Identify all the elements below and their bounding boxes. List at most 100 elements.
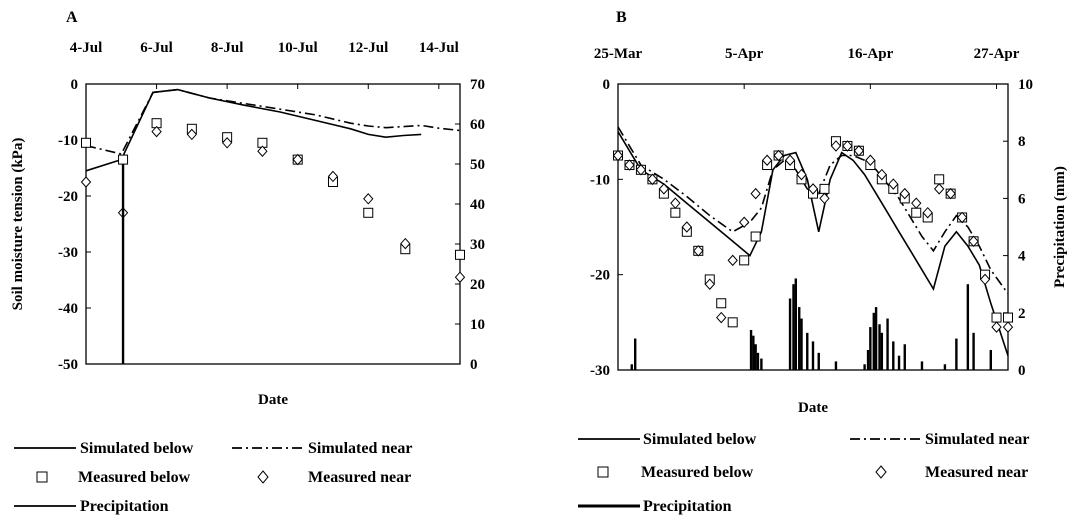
panel-b-y2-tick-label: 0 (1018, 363, 1026, 379)
legend-a-measured-below-label: Measured below (78, 469, 191, 486)
panel-b-measured-near-point (945, 187, 956, 200)
panel-b-simulated-below-line (617, 131, 1009, 356)
panel-a-simulated-below-line (85, 88, 422, 172)
panel-a-y-tick-label: 0 (71, 77, 79, 93)
panel-a-y2-tick-label: 50 (470, 157, 485, 173)
panel-a-measured-below-point (363, 207, 374, 218)
panel-b-y-tick-label: 0 (603, 77, 611, 93)
panel-b-measured-near-point (922, 206, 933, 219)
panel-a-measured-near-point (80, 176, 92, 188)
panel-b-precipitation-bar (792, 284, 795, 370)
panel-b-measured-near-point (681, 221, 692, 233)
panel-b-precipitation-bar (834, 361, 838, 370)
panel-b-measured-near-point (899, 187, 910, 200)
panel-b-measured-near-point (853, 144, 865, 157)
panel-b-measured-below-point (716, 298, 727, 309)
panel-a-y-tick-label: -10 (58, 133, 78, 149)
panel-b-precipitation-bar (878, 324, 881, 370)
panel-b-measured-near-point (979, 273, 991, 286)
panel-b-precipitation-bar (886, 318, 889, 370)
panel-b-precipitation-bar (749, 329, 753, 370)
panel-b-measured-near-point (830, 140, 842, 152)
panel-a-x-axis-title: Date (258, 392, 288, 408)
panel-b-x-axis-title: Date (798, 400, 828, 416)
panel-b-measured-near-point (670, 197, 681, 209)
panel-a-measured-near-point (363, 193, 374, 205)
panel-a-x-tick-label: 10-Jul (278, 40, 318, 56)
panel-b-precipitation-bar (874, 307, 878, 370)
panel-b-measured-near-point (819, 192, 830, 205)
panel-a-x-tick-label: 12-Jul (348, 40, 388, 56)
panel-b-precipitation-bar (943, 364, 947, 370)
panel-a-measured-near-point (257, 145, 268, 157)
panel-a-plot-frame (85, 83, 461, 365)
panel-a-y-tick-label: -20 (58, 189, 78, 205)
legend-b-simulated-near-label: Simulated near (925, 431, 1029, 448)
panel-b-measured-near-point (658, 183, 670, 195)
panel-b-y2-tick-label: 8 (1018, 134, 1026, 150)
panel-b-measured-near-point (911, 197, 922, 209)
panel-b-measured-below-point (991, 312, 1002, 323)
panel-b-x-tick-label: 16-Apr (847, 46, 893, 62)
panel-a-y-axis-title: Soil moisture tension (kPa) (10, 138, 26, 311)
panel-a-y2-tick-label: 20 (470, 277, 485, 293)
panel-b-measured-near-point (704, 278, 715, 290)
panel-b-precipitation-bar (630, 364, 633, 370)
panel-b-precipitation-bar (800, 318, 803, 370)
panel-b-precipitation-bar (634, 338, 637, 370)
panel-a-x-tick-label: 4-Jul (70, 40, 103, 56)
panel-b-measured-near-point (784, 154, 796, 167)
panel-b-measured-below-point (911, 207, 922, 218)
panel-a-y-tick-label: -30 (58, 245, 78, 261)
panel-a-measured-near-point (327, 170, 339, 183)
panel-b-precipitation-bar (972, 332, 975, 370)
legend-b-measured-below-label: Measured below (641, 464, 754, 481)
panel-a-measured-below-point (118, 154, 129, 165)
panel-b-measured-near-point (956, 211, 968, 224)
legend-a-measured-below-swatch (36, 471, 48, 483)
panel-a-simulated-near-line (85, 88, 461, 155)
panel-a-measured-near-point (151, 125, 162, 138)
panel-b-precipitation-bar (817, 352, 820, 370)
panel-b-x-tick-label: 5-Apr (725, 46, 764, 62)
panel-b-measured-near-point (968, 235, 979, 248)
panel-b-y2-tick-label: 4 (1018, 249, 1026, 265)
panel-a-measured-near-point (400, 237, 411, 250)
panel-b-y-tick-label: -20 (590, 268, 610, 284)
panel-a-y-tick-label: -40 (58, 301, 78, 317)
panel-b-precipitation-bar (869, 327, 872, 370)
panel-b-measured-near-point (635, 164, 647, 176)
panel-b-measured-near-point (750, 187, 761, 200)
panel-a-y2-tick-label: 70 (470, 77, 485, 93)
panel-a-y2-tick-label: 30 (470, 237, 485, 253)
panel-b-y2-tick-label: 10 (1018, 77, 1033, 93)
legend-b-measured-near-swatch (875, 465, 887, 479)
panel-b-measured-near-point (876, 168, 887, 181)
legend-b-simulated-below-label: Simulated below (643, 431, 757, 448)
panel-b-precipitation-bar (955, 338, 958, 370)
panel-b-precipitation-bar (966, 284, 970, 370)
panel-a-measured-below-point (455, 249, 465, 260)
panel-b-measured-near-point (842, 140, 853, 152)
panel-a-y2-tick-label: 40 (470, 197, 485, 213)
panel-b-precipitation-bar (897, 355, 901, 370)
legend-a-precipitation-label: Precipitation (80, 498, 169, 515)
panel-b-y2-axis-title: Precipitation (mm) (1052, 166, 1068, 288)
panel-a-measured-near-point (186, 128, 198, 141)
panel-b-measured-below-point (934, 174, 945, 185)
panel-b-measured-near-point (727, 254, 738, 267)
panel-b-precipitation-bar (892, 341, 895, 370)
panel-b-measured-near-point (991, 321, 1002, 333)
panel-b-y2-tick-label: 6 (1018, 191, 1026, 207)
panel-b-measured-near-point (807, 183, 819, 195)
panel-b-measured-near-point (739, 216, 750, 228)
panel-a-y2-tick-label: 60 (470, 117, 485, 133)
panel-b-y2-tick-label: 2 (1018, 306, 1026, 322)
panel-b-precipitation-bar (806, 332, 809, 370)
panel-b-precipitation-bar (752, 335, 755, 370)
panel-b-measured-below-point (739, 255, 750, 266)
panel-b-precipitation-bar (788, 298, 792, 370)
panel-b-precipitation-bar (866, 349, 870, 370)
panel-a-x-tick-label: 8-Jul (211, 40, 244, 56)
